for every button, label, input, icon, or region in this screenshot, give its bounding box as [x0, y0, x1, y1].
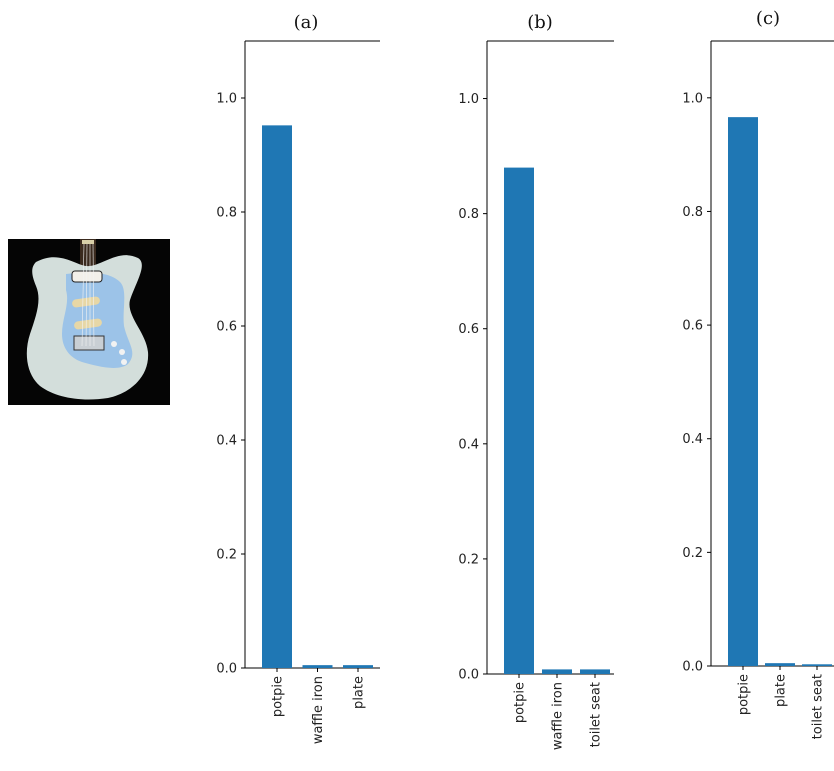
y-tick-label: 1.0	[458, 92, 479, 107]
chart-panel: (a) 0.0 0.2 0.4 0.6 0.8 1.0 potpie waffle iron pl…	[216, 12, 380, 744]
x-tick-label: toilet seat	[589, 682, 604, 747]
bar	[542, 669, 572, 674]
chart-panels: (a) 0.0 0.2 0.4 0.6 0.8 1.0 potpie waffle iron pl…	[216, 8, 834, 750]
guitar-pickup-bridge	[74, 318, 102, 330]
chart-panel: (c) 0.0 0.2 0.4 0.6 0.8 1.0 potpie plate toilet s…	[682, 8, 834, 739]
guitar-knob	[111, 341, 117, 347]
x-tick-label: potpie	[271, 676, 286, 717]
electric-guitar-image	[8, 239, 170, 405]
chart-title: (c)	[756, 8, 780, 29]
y-tick-label: 0.2	[458, 552, 479, 567]
chart-panel: (b) 0.0 0.2 0.4 0.6 0.8 1.0 potpie waffle iron to…	[458, 12, 614, 750]
x-tick-label: toilet seat	[811, 674, 826, 739]
y-tick-label: 0.6	[458, 322, 479, 337]
bar	[504, 167, 534, 674]
bar	[343, 665, 373, 668]
bar	[728, 117, 758, 667]
guitar-knob	[121, 359, 127, 365]
bar	[580, 669, 610, 674]
y-tick-label: 0.8	[216, 206, 237, 221]
y-tick-label: 0.8	[458, 207, 479, 222]
guitar-headstock-fret	[82, 240, 94, 244]
bar	[302, 665, 333, 668]
x-tick-label: waffle iron	[311, 676, 326, 744]
x-tick-label: potpie	[737, 674, 752, 715]
bar	[765, 663, 795, 666]
y-tick-label: 0.6	[682, 319, 703, 334]
y-tick-label: 0.2	[216, 548, 237, 563]
chart-title: (a)	[294, 12, 319, 33]
chart-title: (b)	[527, 12, 553, 33]
x-tick-label: waffle iron	[551, 682, 566, 750]
y-tick-label: 0.4	[458, 437, 479, 452]
y-tick-label: 0.8	[682, 205, 703, 220]
y-tick-label: 1.0	[216, 92, 237, 107]
x-tick-label: plate	[352, 676, 367, 709]
y-tick-label: 0.4	[216, 434, 237, 449]
x-tick-label: potpie	[513, 682, 528, 723]
y-tick-label: 0.0	[682, 660, 703, 675]
bar	[262, 125, 292, 669]
guitar-strings	[81, 243, 95, 347]
guitar-pickup-middle	[72, 296, 100, 308]
y-tick-label: 0.2	[682, 546, 703, 561]
y-tick-label: 1.0	[682, 91, 703, 106]
bar	[802, 664, 832, 666]
y-tick-label: 0.0	[458, 668, 479, 683]
y-tick-label: 0.6	[216, 320, 237, 335]
guitar-bridge	[73, 335, 105, 351]
x-tick-label: plate	[774, 674, 789, 707]
y-tick-label: 0.0	[216, 662, 237, 677]
y-tick-label: 0.4	[682, 432, 703, 447]
guitar-knob	[119, 349, 125, 355]
